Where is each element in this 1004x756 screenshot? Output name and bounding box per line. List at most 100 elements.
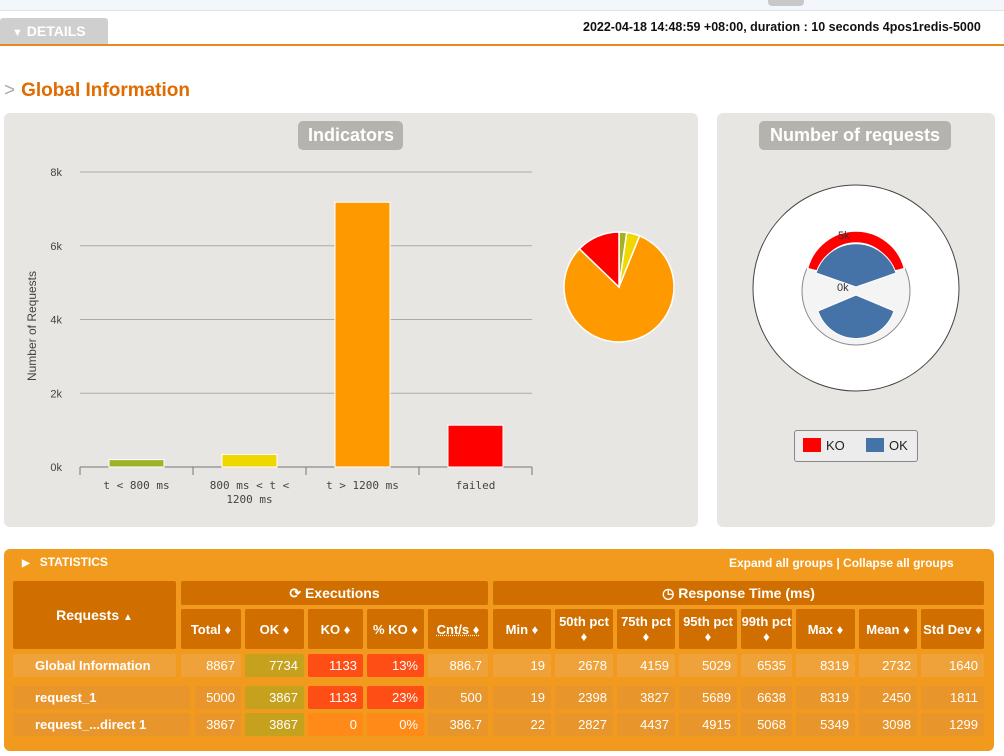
column-header-ok[interactable]: OK ♦: [245, 609, 304, 649]
bar[interactable]: [108, 459, 165, 468]
pie-slice[interactable]: [578, 231, 620, 289]
stats-cell: 2450: [859, 686, 917, 709]
stats-cell: 1640: [921, 654, 984, 677]
requests-title: Number of requests: [759, 121, 951, 150]
column-header-text: 50th pct ♦: [559, 614, 609, 644]
stats-cell: 2827: [555, 713, 613, 736]
stats-cell: 5689: [679, 686, 737, 709]
stats-row-name[interactable]: request_...direct 1: [13, 713, 190, 736]
requests-chart: 5k 0k: [752, 184, 960, 392]
y-tick-label: 4k: [50, 315, 62, 327]
column-header-min[interactable]: Min ♦: [493, 609, 551, 649]
column-header-mean[interactable]: Mean ♦: [859, 609, 917, 649]
triangle-right-icon: ▶: [22, 558, 30, 569]
details-toggle[interactable]: ▼ DETAILS: [0, 18, 108, 44]
stats-cell: 23%: [367, 686, 424, 709]
stats-row-name[interactable]: request_1: [13, 686, 190, 709]
clock-icon: ◷: [662, 585, 675, 601]
bar[interactable]: [334, 201, 391, 468]
stats-cell: 4159: [617, 654, 675, 677]
response-time-header: ◷ Response Time (ms): [493, 581, 984, 605]
stats-cell: 886.7: [428, 654, 488, 677]
details-divider: [0, 44, 1004, 46]
column-header-95th-pct[interactable]: 95th pct ♦: [679, 609, 737, 649]
indicators-chart: 0k 2k 4k 6k 8k t < 800 ms 800 ms < t <1200 ms…: [25, 167, 675, 506]
stats-cell: 6535: [741, 654, 792, 677]
stats-cell: 3867: [245, 713, 304, 736]
add-tab-button[interactable]: [768, 0, 804, 6]
y-axis-label: Number of Requests: [25, 271, 39, 381]
stats-cell: 19: [493, 654, 551, 677]
stats-cell: 5068: [741, 713, 792, 736]
stats-cell: 4915: [679, 713, 737, 736]
stats-cell: 13%: [367, 654, 424, 677]
group-links[interactable]: Expand all groups | Collapse all groups: [729, 556, 954, 570]
stats-cell: 2678: [555, 654, 613, 677]
column-header-text: Std Dev ♦: [923, 621, 982, 637]
stats-cell: 5349: [796, 713, 855, 736]
column-header--ko[interactable]: % KO ♦: [367, 609, 424, 649]
column-header-cnt-s[interactable]: Cnt/s ♦: [428, 609, 488, 649]
stats-cell: 2732: [859, 654, 917, 677]
y-tick-label: 2k: [50, 388, 62, 400]
column-header-total[interactable]: Total ♦: [181, 609, 241, 649]
column-header-std-dev[interactable]: Std Dev ♦: [921, 609, 984, 649]
ring-label-mid: 0k: [837, 282, 849, 294]
stats-row-name[interactable]: Global Information: [13, 654, 176, 677]
stats-cell: 19: [493, 686, 551, 709]
x-tick-label: t < 800 ms: [103, 479, 169, 492]
x-tick-label: failed: [456, 479, 496, 492]
section-title: > Global Information: [4, 80, 190, 102]
sort-up-icon: ▲: [123, 612, 133, 623]
x-tick-label: t > 1200 ms: [326, 479, 399, 492]
section-title-text: Global Information: [21, 80, 190, 101]
stats-cell: 1811: [921, 686, 984, 709]
column-header-75th-pct[interactable]: 75th pct ♦: [617, 609, 675, 649]
stats-cell: 5029: [679, 654, 737, 677]
refresh-icon: ⟳: [289, 585, 302, 601]
y-tick-label: 6k: [50, 241, 62, 253]
column-header-text: % KO ♦: [373, 621, 418, 637]
x-tick-label: 800 ms < t <1200 ms: [210, 479, 290, 506]
stats-cell: 4437: [617, 713, 675, 736]
stats-cell: 7734: [245, 654, 304, 677]
ring-label-top: 5k: [838, 230, 850, 242]
bar[interactable]: [221, 453, 278, 468]
column-header-ko[interactable]: KO ♦: [308, 609, 363, 649]
pie-slice-ok-top: [815, 243, 897, 288]
stats-cell: 3867: [195, 713, 241, 736]
legend-ok-swatch: [866, 438, 884, 452]
statistics-toggle[interactable]: ▶ STATISTICS: [22, 555, 108, 569]
stats-cell: 1133: [308, 686, 363, 709]
requests-header-text: Requests: [56, 607, 120, 623]
requests-header[interactable]: Requests ▲: [13, 581, 176, 649]
stats-cell: 5000: [195, 686, 241, 709]
column-header-50th-pct[interactable]: 50th pct ♦: [555, 609, 613, 649]
pie-slice[interactable]: [563, 235, 675, 343]
column-header-text: OK ♦: [259, 621, 290, 637]
run-info: 2022-04-18 14:48:59 +08:00, duration : 1…: [583, 20, 981, 34]
y-tick-label: 0k: [50, 462, 62, 474]
indicators-title: Indicators: [298, 121, 403, 150]
column-header-text: Min ♦: [505, 621, 539, 637]
legend-ko-label: KO: [826, 438, 845, 453]
stats-cell: 8319: [796, 686, 855, 709]
y-tick-label: 8k: [50, 167, 62, 179]
statistics-title: STATISTICS: [39, 555, 108, 569]
column-header-text: 99th pct ♦: [741, 614, 792, 644]
column-header-max[interactable]: Max ♦: [796, 609, 855, 649]
column-header-99th-pct[interactable]: 99th pct ♦: [741, 609, 792, 649]
stats-cell: 3827: [617, 686, 675, 709]
pie-slice-ok-bottom: [817, 294, 895, 340]
stats-cell: 0%: [367, 713, 424, 736]
column-header-text: 75th pct ♦: [621, 614, 671, 644]
bar[interactable]: [447, 424, 504, 468]
stats-cell: 386.7: [428, 713, 488, 736]
column-header-text: Mean ♦: [866, 621, 910, 637]
stats-cell: 6638: [741, 686, 792, 709]
stats-cell: 1133: [308, 654, 363, 677]
executions-header-text: Executions: [304, 585, 380, 601]
stats-cell: 3867: [245, 686, 304, 709]
top-strip: [0, 0, 1004, 11]
requests-legend: KO OK: [794, 430, 918, 462]
